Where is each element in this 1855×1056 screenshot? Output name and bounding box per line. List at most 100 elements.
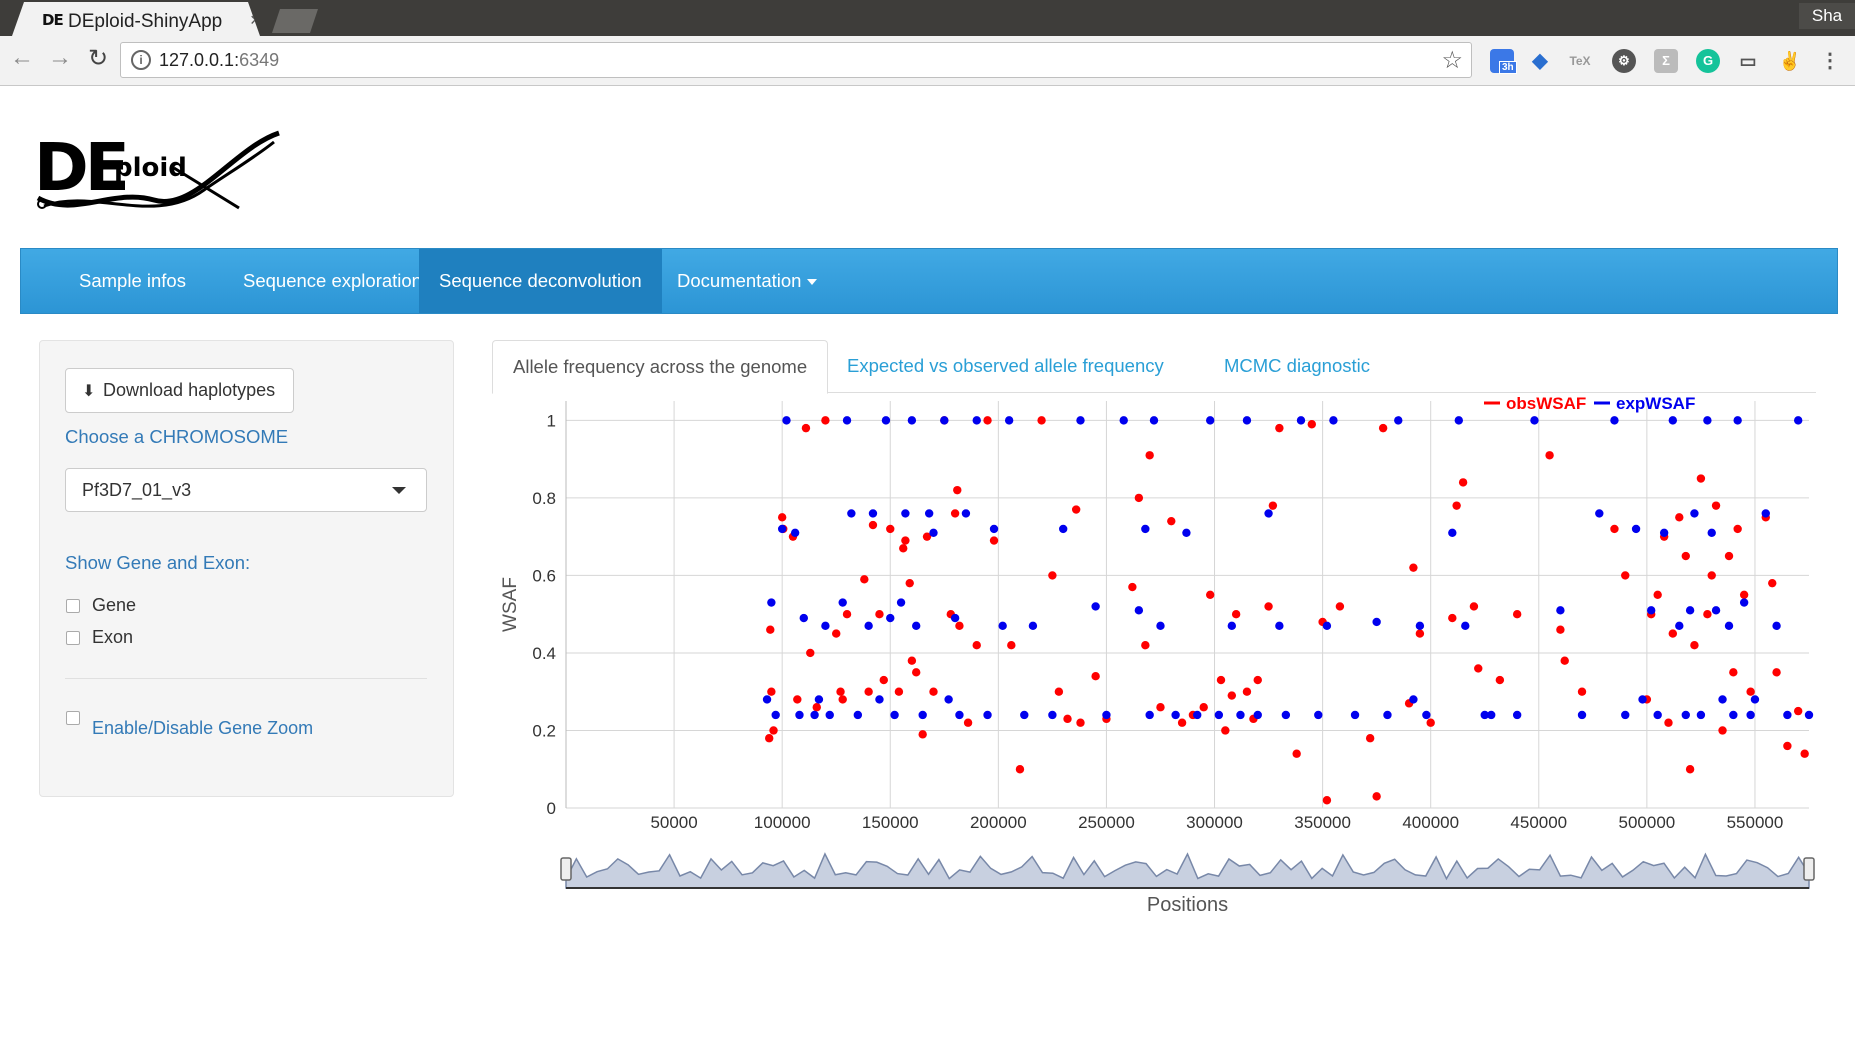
extension-gear-icon[interactable]: ⚙ bbox=[1612, 49, 1636, 73]
expWSAF-point bbox=[782, 416, 791, 425]
expWSAF-point bbox=[790, 528, 800, 537]
expWSAF-point bbox=[1141, 524, 1150, 534]
exon-checkbox[interactable] bbox=[66, 631, 80, 645]
expWSAF-point bbox=[1329, 416, 1338, 425]
obsWSAF-point bbox=[1545, 451, 1554, 460]
expWSAF-point bbox=[1281, 710, 1291, 720]
y-tick-label: 0.6 bbox=[532, 566, 556, 585]
expWSAF-point bbox=[1595, 509, 1604, 518]
expWSAF-point bbox=[1409, 695, 1418, 704]
expWSAF-point bbox=[1631, 524, 1641, 534]
expWSAF-point bbox=[1746, 710, 1755, 720]
extension-diamond-icon[interactable]: ◆ bbox=[1532, 50, 1548, 72]
expWSAF-point bbox=[1048, 710, 1057, 720]
new-tab-button[interactable] bbox=[272, 9, 318, 33]
url-text[interactable]: 127.0.0.1:6349 bbox=[159, 50, 279, 71]
address-bar[interactable]: i 127.0.0.1:6349 ☆ bbox=[120, 42, 1472, 78]
tab-allele-frequency[interactable]: Allele frequency across the genome bbox=[492, 340, 829, 394]
gene-checkbox[interactable] bbox=[66, 599, 80, 613]
gene-zoom-label[interactable]: Enable/Disable Gene Zoom bbox=[92, 718, 314, 738]
chromosome-select[interactable]: Pf3D7_01_v3 bbox=[65, 468, 427, 512]
back-arrow-icon[interactable]: ← bbox=[10, 44, 34, 71]
obsWSAF-point bbox=[1007, 641, 1016, 650]
obsWSAF-point bbox=[1177, 718, 1187, 727]
gene-zoom-checkbox[interactable] bbox=[66, 711, 80, 725]
bookmark-star-icon[interactable]: ☆ bbox=[1441, 47, 1463, 74]
tab-expected-vs-observed[interactable]: Expected vs observed allele frequency bbox=[847, 355, 1164, 376]
obsWSAF-point bbox=[1264, 602, 1273, 611]
extension-sigma-icon[interactable]: Σ bbox=[1654, 49, 1678, 73]
extension-tex-icon[interactable]: TeX bbox=[1569, 54, 1591, 68]
obsWSAF-point bbox=[1199, 703, 1208, 712]
expWSAF-point bbox=[1145, 710, 1154, 720]
obsWSAF-point bbox=[1134, 493, 1144, 503]
expWSAF-point bbox=[762, 695, 772, 704]
extension-calendar-icon[interactable]: 3h bbox=[1490, 49, 1517, 74]
expWSAF-point bbox=[1020, 710, 1029, 720]
expWSAF-point bbox=[1646, 606, 1656, 615]
obsWSAF-point bbox=[838, 695, 847, 704]
expWSAF-point bbox=[998, 621, 1007, 631]
expWSAF-point bbox=[1102, 710, 1111, 720]
tab-close-icon[interactable]: × bbox=[250, 10, 261, 30]
y-axis-label: WSAF bbox=[500, 577, 521, 632]
obsWSAF-point bbox=[1703, 609, 1712, 619]
expWSAF-point bbox=[1772, 621, 1781, 631]
obsWSAF-point bbox=[1145, 451, 1154, 460]
obsWSAF-point bbox=[1091, 672, 1100, 681]
expWSAF-point bbox=[886, 613, 895, 623]
obsWSAF-point bbox=[1227, 691, 1237, 700]
expWSAF-point bbox=[777, 524, 787, 534]
obsWSAF-point bbox=[1253, 675, 1262, 685]
info-icon[interactable]: i bbox=[131, 50, 151, 70]
obsWSAF-point bbox=[1426, 718, 1435, 727]
expWSAF-point bbox=[1804, 710, 1814, 720]
obsWSAF-point bbox=[793, 695, 802, 704]
expWSAF-point bbox=[1783, 710, 1792, 720]
cast-icon[interactable]: ▭ bbox=[1739, 51, 1757, 71]
obsWSAF-point bbox=[1668, 629, 1678, 638]
expWSAF-point bbox=[989, 524, 999, 534]
expWSAF-point bbox=[821, 621, 830, 631]
exon-label[interactable]: Exon bbox=[92, 627, 134, 647]
obsWSAF-point bbox=[1037, 416, 1046, 425]
tab-mcmc-diagnostic[interactable]: MCMC diagnostic bbox=[1224, 355, 1370, 376]
expWSAF-point bbox=[890, 710, 899, 720]
obsWSAF-point bbox=[875, 609, 884, 619]
menu-dots-icon[interactable]: ⋮ bbox=[1820, 50, 1840, 72]
obsWSAF-point bbox=[929, 687, 938, 696]
nav-sample-infos[interactable]: Sample infos bbox=[79, 270, 186, 291]
obsWSAF-point bbox=[907, 656, 917, 665]
y-tick-label: 0.4 bbox=[532, 644, 556, 663]
extension-grammarly-icon[interactable]: G bbox=[1696, 49, 1720, 73]
obsWSAF-point bbox=[1205, 590, 1215, 600]
expWSAF-point bbox=[1205, 416, 1215, 425]
nav-sequence-exploration[interactable]: Sequence exploration bbox=[243, 270, 422, 291]
expWSAF-point bbox=[1707, 528, 1716, 537]
download-haplotypes-button[interactable]: ⬇ Download haplotypes bbox=[65, 368, 294, 413]
x-tick-label: 150000 bbox=[862, 813, 919, 832]
gene-label[interactable]: Gene bbox=[92, 595, 137, 615]
expWSAF-point bbox=[1659, 528, 1669, 537]
expWSAF-point bbox=[1675, 621, 1684, 631]
y-tick-label: 0 bbox=[547, 799, 556, 818]
y-tick-label: 1 bbox=[547, 411, 556, 430]
expWSAF-point bbox=[918, 710, 927, 720]
obsWSAF-point bbox=[1512, 609, 1522, 619]
profile-button[interactable]: Sha bbox=[1799, 3, 1855, 29]
expWSAF-point bbox=[1119, 416, 1128, 425]
browser-tab[interactable]: DE DEploid-ShinyApp × bbox=[12, 2, 260, 36]
expWSAF-point bbox=[940, 416, 949, 425]
browser-tabstrip: DE DEploid-ShinyApp × Sha bbox=[0, 0, 1855, 36]
expWSAF-point bbox=[1182, 528, 1191, 537]
extension-gnome-icon[interactable]: ✌ bbox=[1778, 51, 1802, 71]
nav-documentation[interactable]: Documentation bbox=[657, 249, 837, 313]
expWSAF-point bbox=[1729, 710, 1738, 720]
reload-icon[interactable]: ↻ bbox=[87, 45, 109, 72]
caret-down-icon bbox=[807, 279, 818, 286]
wsaf-scatter-chart[interactable]: 50000 100000 150000 200000 250000 300000 35000… bbox=[492, 393, 1816, 933]
forward-arrow-icon[interactable]: → bbox=[48, 44, 72, 71]
nav-sequence-deconvolution[interactable]: Sequence deconvolution bbox=[419, 249, 662, 313]
expWSAF-point bbox=[1668, 416, 1678, 425]
expWSAF-point bbox=[901, 509, 910, 518]
